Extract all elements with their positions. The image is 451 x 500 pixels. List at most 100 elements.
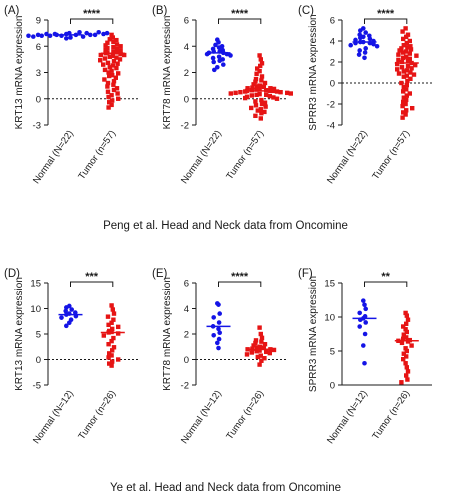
data-point xyxy=(110,307,115,312)
y-tick-label: 6 xyxy=(330,16,335,27)
data-point xyxy=(117,57,123,62)
x-tick-label: Tumor (n=57) xyxy=(76,128,118,181)
data-point xyxy=(118,51,123,57)
significance-label: **** xyxy=(231,8,249,20)
x-tick-label: Normal (N=22) xyxy=(31,128,76,186)
data-point xyxy=(111,79,117,84)
data-point xyxy=(257,325,262,330)
data-point xyxy=(101,31,106,37)
data-point xyxy=(271,95,276,100)
data-point xyxy=(404,335,409,340)
data-point xyxy=(111,44,116,50)
data-point xyxy=(109,353,114,358)
data-point xyxy=(262,80,268,86)
data-point xyxy=(403,101,408,107)
data-point xyxy=(217,58,222,63)
panel-label: (F) xyxy=(298,268,313,280)
data-point xyxy=(254,87,259,92)
y-tick-label: 5 xyxy=(330,347,335,358)
data-point xyxy=(404,49,409,54)
y-tick-label: 3 xyxy=(36,68,41,79)
data-point xyxy=(267,93,272,99)
data-point xyxy=(96,29,101,35)
data-point xyxy=(233,90,238,96)
data-point xyxy=(44,31,49,37)
data-point xyxy=(401,356,406,362)
data-point xyxy=(259,61,265,66)
data-point xyxy=(258,353,263,358)
data-point xyxy=(113,75,118,80)
data-point xyxy=(404,108,409,113)
data-point xyxy=(216,336,222,342)
data-point xyxy=(261,84,266,90)
data-point xyxy=(105,80,111,86)
data-point xyxy=(111,317,116,322)
data-point xyxy=(363,320,369,325)
data-point xyxy=(409,66,414,71)
data-point xyxy=(409,343,414,348)
series-normal xyxy=(26,29,110,41)
data-point xyxy=(63,308,68,314)
x-tick-label: Tumor (n=26) xyxy=(224,388,266,441)
data-point xyxy=(361,343,366,348)
data-point xyxy=(251,343,256,348)
data-point xyxy=(255,354,260,360)
data-point xyxy=(216,326,221,332)
data-point xyxy=(107,100,112,105)
data-point xyxy=(362,302,367,308)
data-point xyxy=(408,76,413,81)
data-point xyxy=(404,321,409,326)
data-point xyxy=(404,87,409,92)
data-point xyxy=(211,59,216,65)
y-tick-label: 0 xyxy=(36,355,41,366)
data-point xyxy=(84,30,89,36)
data-point xyxy=(253,338,259,343)
data-point xyxy=(77,29,82,35)
series-normal xyxy=(206,301,231,351)
x-tick-label: Normal (N=12) xyxy=(179,388,224,446)
data-point xyxy=(262,109,267,115)
data-point xyxy=(245,347,250,352)
data-point xyxy=(216,302,221,307)
data-point xyxy=(362,331,368,337)
significance-bracket xyxy=(70,281,114,287)
series-normal xyxy=(348,26,380,61)
panel-label: (D) xyxy=(4,268,20,280)
y-tick-label: 2 xyxy=(330,58,335,69)
data-point xyxy=(114,65,119,71)
data-point xyxy=(404,97,409,102)
data-point xyxy=(114,42,120,47)
data-point xyxy=(52,31,58,37)
panel-b: (B) -2 0 2 4 6 KRT78 mRNA expression Normal (N=… xyxy=(152,5,293,186)
x-tick-label: Normal (N=12) xyxy=(325,388,370,446)
data-point xyxy=(407,51,412,56)
y-axis-label: KRT13 mRNA expression xyxy=(14,16,25,130)
data-point xyxy=(213,42,218,48)
y-tick-label: -2 xyxy=(181,381,189,392)
data-point xyxy=(258,83,263,88)
data-point xyxy=(217,330,222,336)
y-tick-label: 2 xyxy=(184,330,189,341)
data-point xyxy=(261,345,266,351)
data-point xyxy=(115,91,120,96)
data-point xyxy=(254,349,259,354)
data-point xyxy=(64,323,69,329)
data-point xyxy=(109,32,114,38)
data-point xyxy=(109,303,114,308)
data-point xyxy=(404,365,409,370)
data-point xyxy=(403,26,408,31)
data-point xyxy=(358,28,363,33)
data-point xyxy=(245,86,250,91)
data-point xyxy=(411,72,417,77)
data-point xyxy=(253,76,259,82)
data-point xyxy=(399,65,405,70)
data-point xyxy=(215,340,220,346)
data-point xyxy=(259,110,264,116)
series-normal xyxy=(58,303,83,329)
data-point xyxy=(111,58,117,64)
data-point xyxy=(106,105,111,110)
data-point xyxy=(116,96,121,101)
data-point xyxy=(401,36,406,42)
data-point xyxy=(253,340,258,346)
y-tick-label: 10 xyxy=(30,304,41,315)
